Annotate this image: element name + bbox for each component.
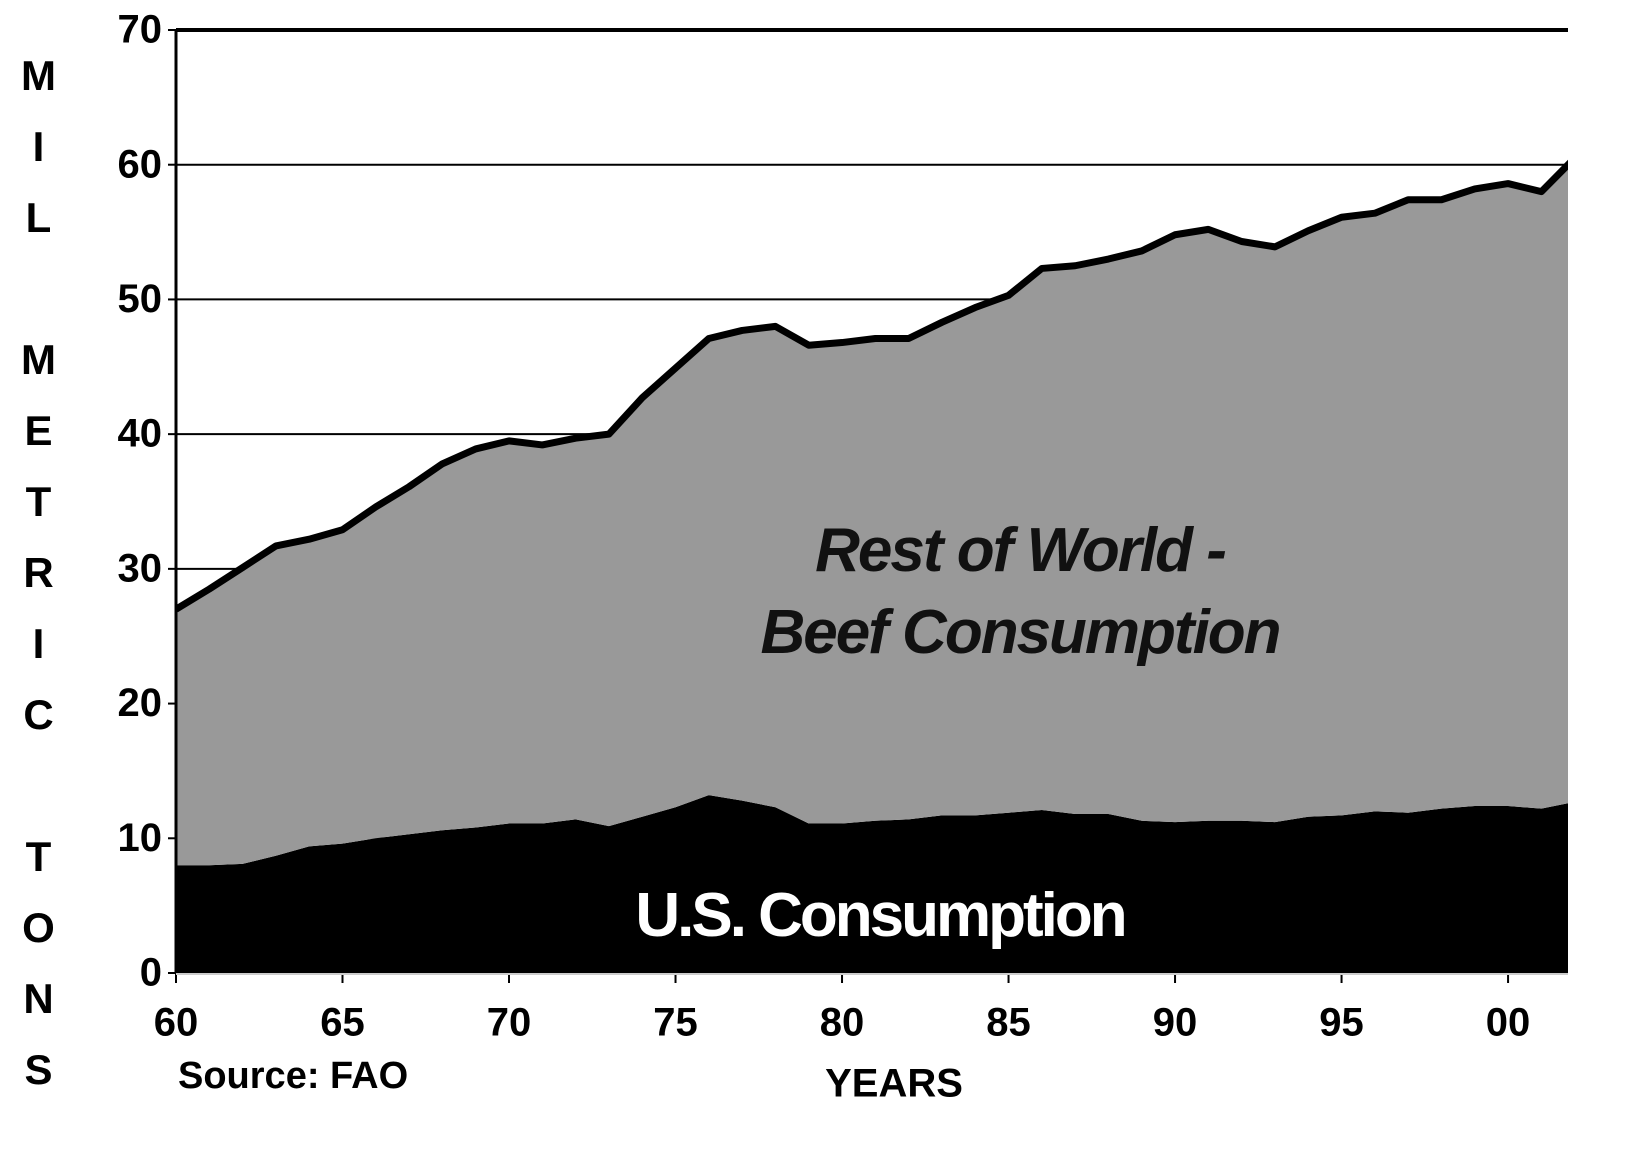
x-tick-label: 90 <box>1153 1001 1198 1045</box>
x-tick-label: 00 <box>1486 1001 1531 1045</box>
x-tick-label: 85 <box>986 1001 1031 1045</box>
x-tick-label: 95 <box>1319 1001 1364 1045</box>
y-tick-label: 20 <box>118 681 163 725</box>
area-outline <box>176 159 1568 613</box>
x-tick-label: 75 <box>653 1001 698 1045</box>
area <box>176 164 1568 866</box>
x-axis-label: YEARS <box>825 1062 963 1106</box>
y-tick-label: 60 <box>118 142 163 186</box>
x-tick-label: 80 <box>820 1001 865 1045</box>
x-tick-label: 70 <box>487 1001 532 1045</box>
series-label: U.S. Consumption <box>635 881 1127 950</box>
y-tick-label: 10 <box>118 816 163 860</box>
series-label: Rest of World - Beef Consumption <box>760 516 1281 667</box>
y-tick-label: 0 <box>140 951 162 995</box>
y-tick-label: 40 <box>118 412 163 456</box>
x-tick-label: 60 <box>154 1001 199 1045</box>
x-tick-label: 65 <box>320 1001 365 1045</box>
area <box>176 795 1568 973</box>
y-tick-label: 50 <box>118 277 163 321</box>
y-tick-label: 30 <box>118 546 163 590</box>
y-axis-label: MIL METRIC TONS <box>15 52 62 1117</box>
source-note: Source: FAO <box>178 1055 408 1097</box>
y-tick-label: 70 <box>118 8 163 52</box>
